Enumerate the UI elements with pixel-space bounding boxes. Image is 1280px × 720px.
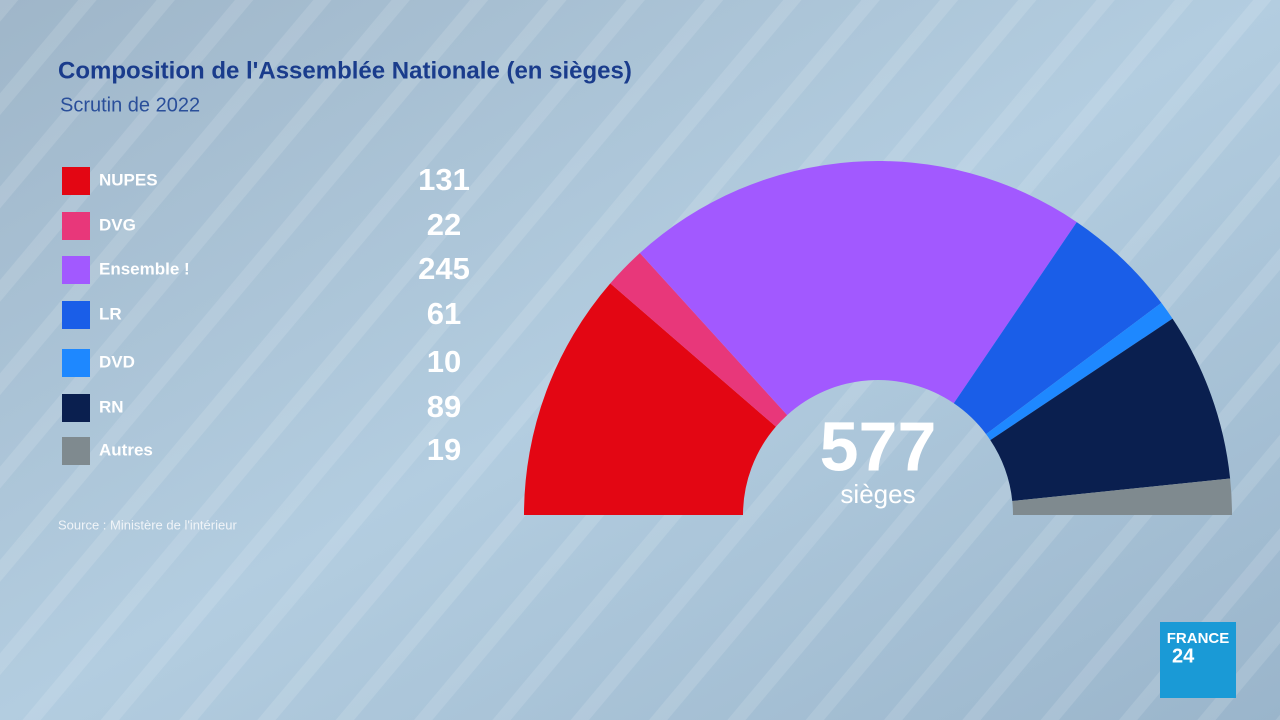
legend-label: Ensemble !: [99, 259, 190, 278]
legend-swatch: [62, 394, 90, 422]
seat-segment: [1012, 478, 1232, 515]
legend-value: 89: [427, 389, 461, 424]
logo: FRANCE 24: [1160, 622, 1236, 698]
legend-label: DVG: [99, 215, 136, 234]
legend-label: NUPES: [99, 170, 158, 189]
legend-swatch: [62, 437, 90, 465]
source: Source : Ministère de l'intérieur: [58, 517, 237, 532]
legend-swatch: [62, 256, 90, 284]
legend-label: LR: [99, 304, 122, 323]
legend-value: 245: [418, 251, 470, 286]
logo-box: [1160, 622, 1236, 698]
chart-title: Composition de l'Assemblée Nationale (en…: [58, 57, 632, 84]
legend-value: 22: [427, 207, 461, 242]
seat-segment: [953, 222, 1162, 435]
legend-value: 61: [427, 296, 461, 331]
legend-label: Autres: [99, 440, 153, 459]
legend-value: 19: [427, 432, 461, 467]
legend-value: 10: [427, 344, 461, 379]
total-value: 577: [820, 407, 937, 485]
logo-text: 24: [1172, 645, 1195, 667]
legend-label: DVD: [99, 352, 135, 371]
legend-swatch: [62, 301, 90, 329]
legend-swatch: [62, 167, 90, 195]
seat-segment: [610, 253, 788, 427]
legend-swatch: [62, 349, 90, 377]
seat-segment: [524, 283, 776, 515]
legend-value: 131: [418, 162, 470, 197]
seat-segment: [986, 302, 1173, 441]
total-label: sièges: [840, 479, 915, 509]
seat-segment: [990, 318, 1231, 502]
logo-text: FRANCE: [1167, 630, 1230, 647]
seat-segment: [639, 161, 1077, 416]
legend-label: RN: [99, 397, 124, 416]
chart-subtitle: Scrutin de 2022: [60, 94, 200, 116]
legend-swatch: [62, 212, 90, 240]
